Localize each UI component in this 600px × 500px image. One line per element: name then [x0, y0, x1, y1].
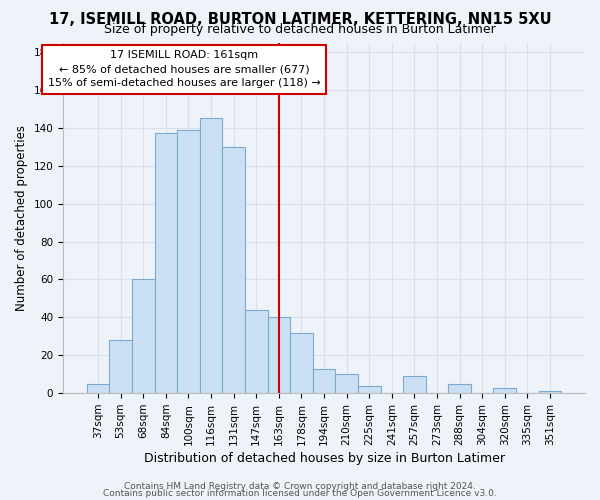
Bar: [200, 118, 223, 393]
Bar: [493, 388, 516, 393]
Bar: [313, 368, 335, 393]
Text: Contains public sector information licensed under the Open Government Licence v3: Contains public sector information licen…: [103, 489, 497, 498]
Bar: [223, 147, 245, 393]
Bar: [290, 332, 313, 393]
Bar: [403, 376, 425, 393]
Bar: [132, 280, 155, 393]
Bar: [155, 134, 177, 393]
Text: Size of property relative to detached houses in Burton Latimer: Size of property relative to detached ho…: [104, 22, 496, 36]
Bar: [87, 384, 109, 393]
Text: 17 ISEMILL ROAD: 161sqm
← 85% of detached houses are smaller (677)
15% of semi-d: 17 ISEMILL ROAD: 161sqm ← 85% of detache…: [47, 50, 320, 88]
Bar: [268, 318, 290, 393]
Bar: [109, 340, 132, 393]
Bar: [245, 310, 268, 393]
Text: Contains HM Land Registry data © Crown copyright and database right 2024.: Contains HM Land Registry data © Crown c…: [124, 482, 476, 491]
Bar: [358, 386, 380, 393]
Bar: [448, 384, 471, 393]
Text: 17, ISEMILL ROAD, BURTON LATIMER, KETTERING, NN15 5XU: 17, ISEMILL ROAD, BURTON LATIMER, KETTER…: [49, 12, 551, 28]
Bar: [177, 130, 200, 393]
Bar: [539, 392, 561, 393]
Y-axis label: Number of detached properties: Number of detached properties: [15, 125, 28, 311]
X-axis label: Distribution of detached houses by size in Burton Latimer: Distribution of detached houses by size …: [143, 452, 505, 465]
Bar: [335, 374, 358, 393]
